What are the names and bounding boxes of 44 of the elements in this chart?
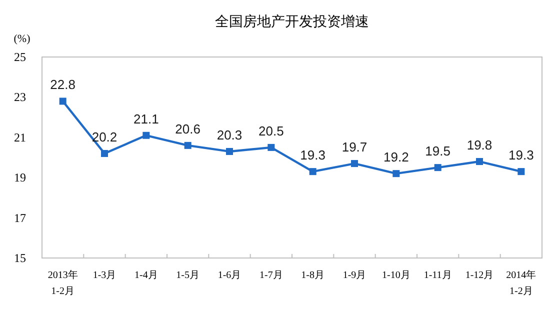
data-label: 22.8 [50, 77, 76, 92]
point [476, 158, 483, 166]
point [351, 160, 358, 168]
point [392, 170, 400, 178]
data-label: 19.8 [466, 138, 492, 153]
x-tick-label: 1-9月 [342, 270, 366, 281]
y-tick-label: 15 [14, 251, 26, 265]
data-label: 20.5 [258, 123, 284, 138]
point [59, 98, 66, 105]
chart-title: 全国房地产开发投资增速 [215, 13, 369, 29]
x-tick-label: 1-8月 [301, 270, 325, 281]
point [309, 168, 316, 176]
x-tick-label: 2014年 1-2月 [506, 269, 536, 297]
data-label: 19.5 [425, 144, 450, 159]
x-tick-label: 1-6月 [218, 270, 242, 281]
point [268, 144, 275, 151]
data-label: 19.7 [342, 140, 368, 155]
data-label: 19.2 [384, 150, 409, 165]
y-tick-label: 19 [14, 170, 26, 185]
point [434, 164, 442, 172]
data-label: 20.2 [92, 129, 118, 144]
x-tick-label: 2013年 1-2月 [48, 269, 78, 297]
x-tick-label: 1-3月 [92, 270, 116, 281]
x-tick-label: 1-7月 [259, 270, 283, 281]
data-label: 21.1 [134, 111, 159, 126]
data-label: 19.3 [300, 148, 326, 163]
y-axis-title: (%) [14, 33, 31, 45]
point [518, 168, 525, 176]
x-tick-label: 1-10月 [382, 270, 410, 281]
data-label: 20.6 [175, 121, 200, 136]
y-tick-label: 21 [14, 130, 26, 144]
x-tick-label: 1-5月 [176, 270, 200, 281]
y-tick-label: 17 [14, 210, 26, 225]
data-label: 19.3 [508, 148, 534, 163]
point [184, 142, 192, 149]
data-label: 20.3 [216, 127, 242, 142]
x-tick-label: 1-4月 [134, 270, 158, 281]
point [142, 132, 150, 139]
y-tick-label: 25 [14, 50, 26, 64]
point [101, 150, 108, 157]
point [226, 148, 233, 155]
x-tick-label: 1-11月 [424, 270, 452, 281]
y-tick-label: 23 [14, 90, 26, 104]
x-tick-label: 1-12月 [465, 270, 494, 281]
